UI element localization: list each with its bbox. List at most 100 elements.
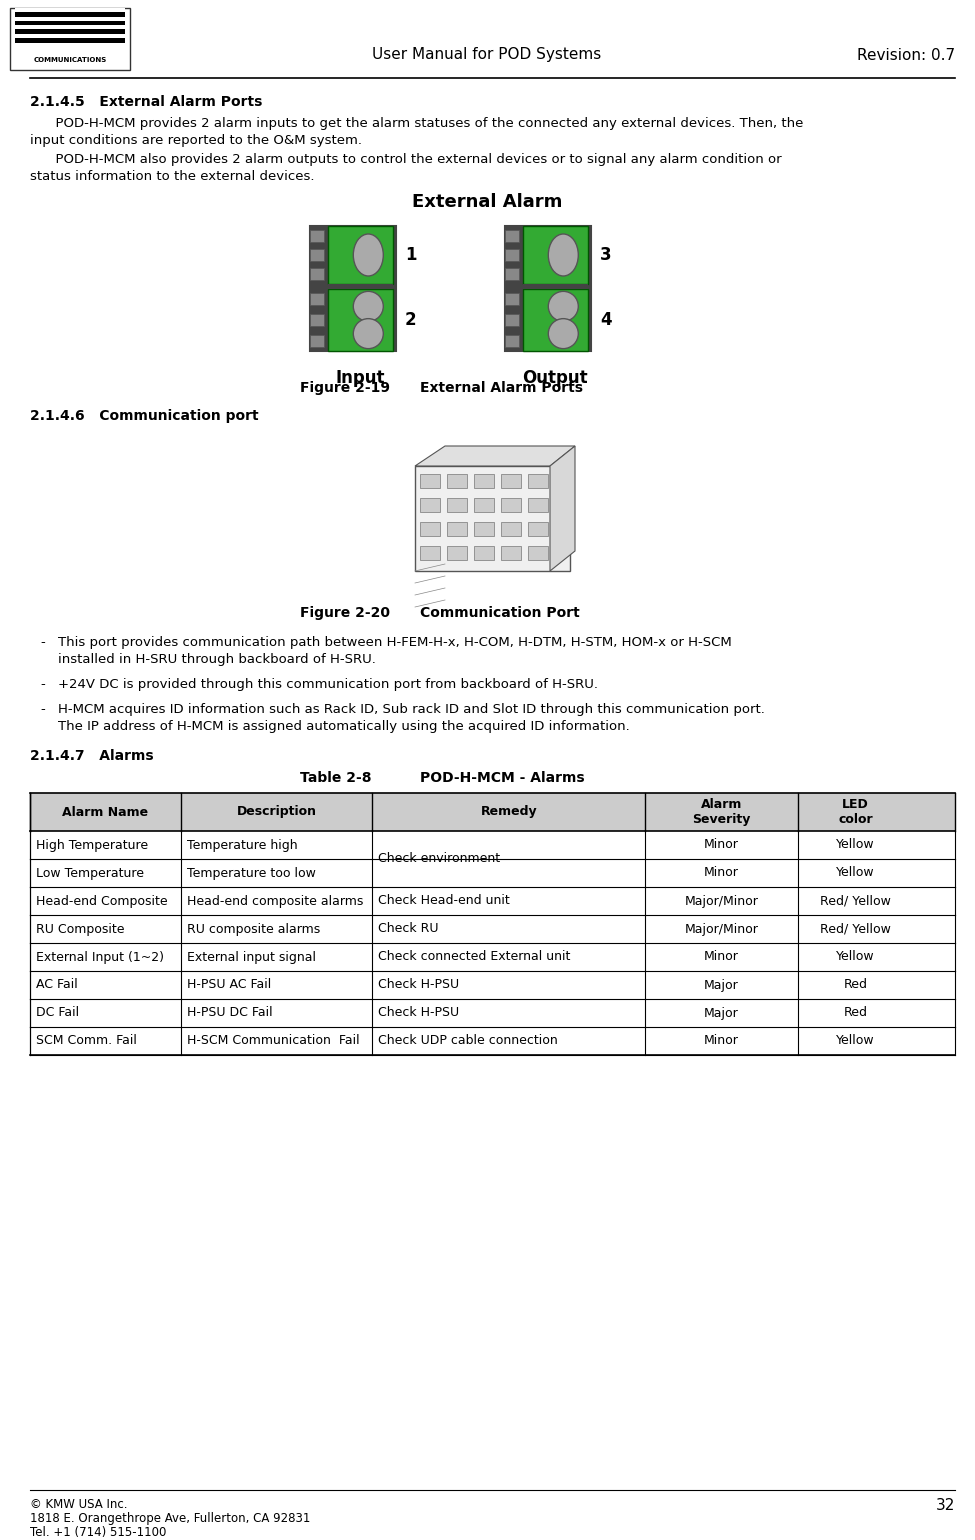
- Bar: [474, 474, 494, 488]
- Bar: [528, 497, 548, 511]
- Text: Input: Input: [335, 370, 385, 387]
- Bar: [447, 522, 467, 536]
- Bar: [420, 497, 440, 511]
- Text: POD-H-MCM - Alarms: POD-H-MCM - Alarms: [420, 772, 585, 785]
- Bar: [15, 40, 125, 43]
- Text: Check Head-end unit: Check Head-end unit: [378, 895, 510, 907]
- Bar: [30, 915, 955, 942]
- Bar: [30, 887, 955, 915]
- Bar: [420, 474, 440, 488]
- Text: SCM Comm. Fail: SCM Comm. Fail: [36, 1035, 136, 1047]
- Text: Yellow: Yellow: [837, 867, 875, 879]
- Text: POD-H-MCM also provides 2 alarm outputs to control the external devices or to si: POD-H-MCM also provides 2 alarm outputs …: [30, 152, 782, 183]
- Bar: [30, 972, 955, 999]
- Text: Minor: Minor: [704, 867, 739, 879]
- Text: Minor: Minor: [704, 838, 739, 852]
- Bar: [474, 547, 494, 561]
- Bar: [447, 547, 467, 561]
- Bar: [505, 314, 519, 326]
- Text: Alarm Name: Alarm Name: [62, 805, 148, 818]
- Text: 2: 2: [405, 311, 416, 330]
- Bar: [528, 474, 548, 488]
- Text: Temperature too low: Temperature too low: [187, 867, 316, 879]
- Ellipse shape: [548, 291, 578, 322]
- Bar: [505, 249, 519, 260]
- Bar: [474, 522, 494, 536]
- Text: AC Fail: AC Fail: [36, 978, 78, 992]
- Text: External Input (1~2): External Input (1~2): [36, 950, 164, 964]
- Text: DC Fail: DC Fail: [36, 1007, 79, 1019]
- Text: Check H-PSU: Check H-PSU: [378, 978, 459, 992]
- Text: Red/ Yellow: Red/ Yellow: [820, 922, 891, 935]
- Bar: [474, 497, 494, 511]
- Text: H-PSU DC Fail: H-PSU DC Fail: [187, 1007, 272, 1019]
- Text: H-MCM acquires ID information such as Rack ID, Sub rack ID and Slot ID through t: H-MCM acquires ID information such as Ra…: [58, 702, 764, 733]
- Bar: [30, 859, 955, 887]
- Text: 4: 4: [600, 311, 611, 330]
- Text: Figure 2-20: Figure 2-20: [300, 607, 390, 621]
- Bar: [501, 497, 521, 511]
- Bar: [501, 547, 521, 561]
- Bar: [15, 34, 125, 38]
- Bar: [310, 314, 324, 326]
- Bar: [310, 226, 396, 351]
- Polygon shape: [415, 447, 575, 467]
- Bar: [15, 25, 125, 29]
- Text: LED
color: LED color: [838, 798, 873, 825]
- Bar: [420, 522, 440, 536]
- Bar: [528, 522, 548, 536]
- Text: RU composite alarms: RU composite alarms: [187, 922, 320, 935]
- Ellipse shape: [353, 291, 383, 322]
- Bar: [447, 474, 467, 488]
- Bar: [30, 793, 955, 832]
- Bar: [447, 497, 467, 511]
- Text: 2.1.4.5   External Alarm Ports: 2.1.4.5 External Alarm Ports: [30, 95, 262, 109]
- Text: Remedy: Remedy: [481, 805, 537, 818]
- Bar: [501, 474, 521, 488]
- Text: User Manual for POD Systems: User Manual for POD Systems: [372, 48, 602, 63]
- Ellipse shape: [548, 319, 578, 348]
- Polygon shape: [550, 447, 575, 571]
- Bar: [15, 20, 125, 25]
- Text: 2.1.4.6   Communication port: 2.1.4.6 Communication port: [30, 410, 258, 424]
- Bar: [420, 547, 440, 561]
- Text: External input signal: External input signal: [187, 950, 316, 964]
- Text: Head-end composite alarms: Head-end composite alarms: [187, 895, 363, 907]
- Text: Major/Minor: Major/Minor: [684, 922, 759, 935]
- Text: -: -: [40, 702, 45, 716]
- Text: Major: Major: [704, 1007, 739, 1019]
- Text: Red: Red: [843, 1007, 868, 1019]
- Text: Yellow: Yellow: [837, 950, 875, 964]
- Text: COMMUNICATIONS: COMMUNICATIONS: [33, 57, 106, 63]
- Bar: [310, 229, 324, 242]
- Bar: [523, 226, 588, 283]
- Text: H-PSU AC Fail: H-PSU AC Fail: [187, 978, 271, 992]
- Text: Check environment: Check environment: [378, 853, 500, 865]
- Text: 1: 1: [405, 246, 416, 263]
- Bar: [15, 29, 125, 34]
- Text: External Alarm: External Alarm: [411, 192, 563, 211]
- Bar: [15, 12, 125, 17]
- Ellipse shape: [353, 319, 383, 348]
- Bar: [328, 283, 393, 290]
- Text: Output: Output: [523, 370, 588, 387]
- Text: Check connected External unit: Check connected External unit: [378, 950, 570, 964]
- Text: +24V DC is provided through this communication port from backboard of H-SRU.: +24V DC is provided through this communi…: [58, 678, 598, 691]
- Text: RU Composite: RU Composite: [36, 922, 125, 935]
- Text: POD-H-MCM provides 2 alarm inputs to get the alarm statuses of the connected any: POD-H-MCM provides 2 alarm inputs to get…: [30, 117, 803, 146]
- Bar: [505, 293, 519, 305]
- Text: 2.1.4.7   Alarms: 2.1.4.7 Alarms: [30, 748, 154, 762]
- Text: H-SCM Communication  Fail: H-SCM Communication Fail: [187, 1035, 360, 1047]
- Bar: [30, 942, 955, 972]
- Text: Low Temperature: Low Temperature: [36, 867, 144, 879]
- Text: Major: Major: [704, 978, 739, 992]
- Bar: [528, 547, 548, 561]
- Bar: [30, 999, 955, 1027]
- Text: Minor: Minor: [704, 1035, 739, 1047]
- Text: 3: 3: [600, 246, 611, 263]
- Text: Major/Minor: Major/Minor: [684, 895, 759, 907]
- Bar: [523, 283, 588, 290]
- Text: External Alarm Ports: External Alarm Ports: [420, 380, 583, 394]
- Bar: [30, 1027, 955, 1055]
- Bar: [523, 290, 588, 351]
